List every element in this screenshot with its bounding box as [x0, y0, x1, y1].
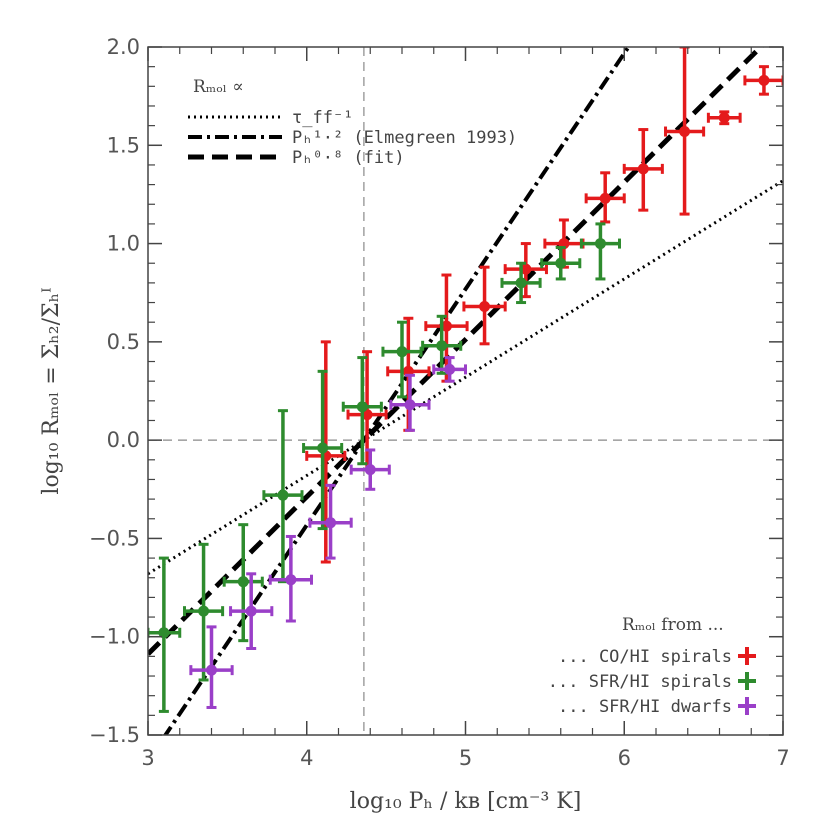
data-marker	[325, 517, 337, 529]
sfr-hi-dwarfs-point	[268, 534, 314, 623]
y-tick-label: −1.0	[89, 625, 140, 649]
x-tick-label: 3	[141, 746, 154, 770]
co-hi-spirals-point	[424, 273, 469, 383]
co-hi-spirals-point	[743, 65, 783, 96]
sfr-hi-spirals-point	[421, 314, 463, 375]
data-marker	[594, 238, 606, 250]
y-axis-title: log₁₀ Rₘₒₗ = Σₕ₂/Σₕᴵ	[39, 287, 64, 494]
sfr-hi-spirals-point	[302, 369, 344, 531]
data-marker	[404, 399, 416, 411]
data-marker	[515, 277, 527, 289]
x-tick-label: 6	[618, 746, 631, 770]
data-marker	[599, 192, 611, 204]
sfr-hi-spirals-point	[579, 222, 621, 281]
axes: 3 4 5 6 7 −1.5 −1.0 −0.5 0.0 0.5 1.0 1.5 2.0 log₁₀ Pₕ…	[39, 35, 790, 814]
data-marker	[317, 442, 329, 454]
data-marker	[440, 320, 452, 332]
co-hi-spirals-point	[622, 128, 664, 212]
data-marker	[758, 74, 770, 86]
co-hi-spirals-point	[584, 171, 626, 224]
data-marker	[520, 263, 532, 275]
data-marker	[436, 340, 448, 352]
model-legend-label: τ_ff⁻¹	[292, 108, 353, 128]
co-hi-spirals-point	[706, 110, 742, 126]
sfr-hi-spirals-point	[540, 246, 582, 281]
data-marker	[356, 401, 368, 413]
model-line-dotted	[148, 179, 783, 576]
model-legend-title: Rₘₒₗ ∝	[193, 77, 244, 97]
data-marker	[206, 664, 217, 676]
data-marker	[555, 257, 567, 269]
data-marker	[158, 627, 170, 639]
data-marker	[479, 300, 491, 312]
sfr-hi-spirals-point	[381, 320, 423, 399]
sfr-hi-dwarfs-point	[229, 572, 274, 651]
source-legend-label: ... CO/HI spirals	[558, 647, 732, 667]
source-legend-title: Rₘₒₗ from ...	[622, 615, 724, 635]
sfr-hi-dwarfs-point	[432, 356, 467, 383]
sfr-hi-spirals-point	[500, 261, 542, 305]
model-line-dashdot	[163, 47, 631, 735]
y-tick-label: −1.5	[89, 723, 140, 747]
y-tick-label: 1.0	[107, 232, 140, 256]
co-hi-spirals-point	[462, 265, 507, 346]
data-marker	[245, 605, 257, 617]
x-tick-label: 4	[300, 746, 313, 770]
data-marker	[444, 363, 456, 375]
y-tick-label: 0.0	[107, 428, 140, 452]
y-tick-label: −0.5	[89, 526, 140, 550]
sfr-hi-dwarfs-point	[189, 625, 234, 709]
model-legend-label: Pₕ¹·² (Elmegreen 1993)	[292, 128, 517, 148]
source-legend-label: ... SFR/HI dwarfs	[558, 697, 732, 717]
reference-lines	[148, 47, 783, 735]
data-marker	[364, 464, 376, 476]
data-marker	[198, 605, 210, 617]
data-marker	[237, 576, 249, 588]
sfr-hi-spirals-point	[262, 409, 304, 584]
data-marker	[277, 489, 289, 501]
sfr-hi-spirals-point	[183, 542, 225, 682]
sfr-hi-dwarfs-point	[389, 373, 431, 432]
data-marker	[637, 163, 649, 175]
data-marker	[285, 574, 297, 586]
model-legend-label: Pₕ⁰·⁸ (fit)	[292, 148, 405, 168]
sfr-hi-spirals-point	[222, 523, 264, 643]
sfr-hi-dwarfs-point	[349, 448, 391, 491]
source-legend-label: ... SFR/HI spirals	[548, 672, 732, 692]
data-marker	[679, 126, 691, 138]
data-points	[148, 47, 783, 713]
y-tick-label: 1.5	[107, 133, 140, 157]
sfr-hi-dwarfs-point	[308, 483, 353, 560]
sfr-hi-spirals-point	[148, 556, 182, 713]
y-tick-label: 2.0	[107, 35, 140, 59]
source-legend: Rₘₒₗ from ... ... CO/HI spirals ... SFR/HI…	[548, 615, 756, 717]
y-tick-label: 0.5	[107, 330, 140, 354]
data-marker	[396, 346, 408, 358]
data-marker	[718, 112, 730, 124]
co-hi-spirals-point	[503, 242, 548, 299]
sfr-hi-spirals-point	[341, 356, 383, 466]
x-tick-label: 7	[776, 746, 789, 770]
x-tick-label: 5	[459, 746, 472, 770]
co-hi-spirals-point	[664, 47, 706, 216]
x-axis-title: log₁₀ Pₕ / kʙ [cm⁻³ K]	[350, 789, 582, 814]
